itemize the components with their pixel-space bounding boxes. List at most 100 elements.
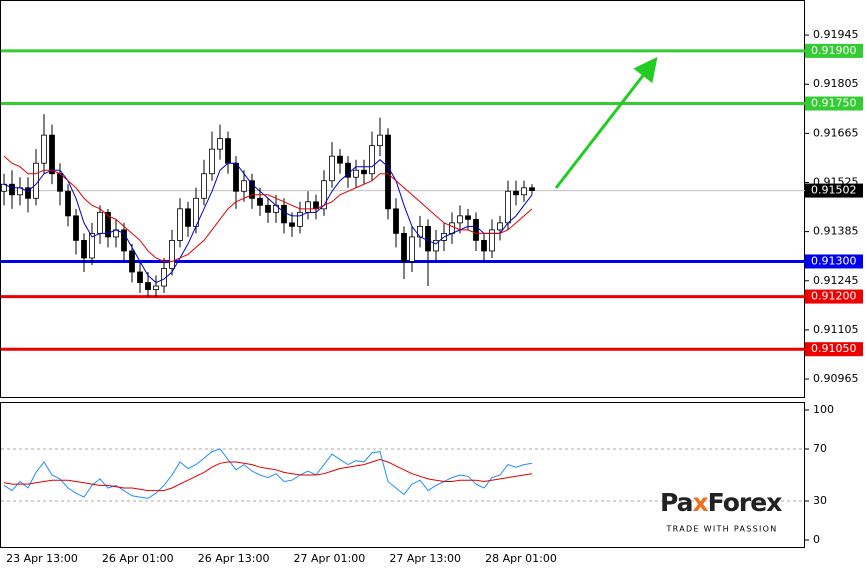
candle-body	[233, 162, 239, 192]
candle-body	[177, 208, 183, 241]
logo-part: Forex	[708, 488, 783, 517]
y-tick-label: 0.91105	[813, 323, 859, 336]
rsi-tick-label: 30	[813, 494, 827, 507]
candle-body	[489, 229, 495, 252]
candle-body	[409, 236, 415, 262]
rsi-line	[3, 448, 533, 499]
x-tick-label: 27 Apr 01:00	[294, 552, 366, 565]
candle-body	[345, 162, 351, 178]
level-label: 0.91050	[811, 342, 857, 355]
logo-part: x	[693, 488, 709, 517]
candle-body	[97, 211, 103, 234]
candle-body	[465, 215, 471, 220]
level-label: 0.91300	[811, 254, 857, 267]
rsi-tick-label: 100	[813, 403, 834, 416]
rsi-tick-label: 70	[813, 442, 827, 455]
candle-body	[41, 134, 47, 164]
candle-body	[185, 208, 191, 227]
candle-body	[249, 180, 255, 199]
candle-body	[377, 134, 383, 147]
level-box	[805, 254, 863, 269]
forecast-arrow	[554, 56, 658, 189]
candle-body	[105, 211, 111, 238]
x-tick-label: 26 Apr 01:00	[102, 552, 174, 565]
candle-body	[81, 240, 87, 259]
level-label: 0.91750	[811, 97, 857, 110]
candle-body	[433, 240, 439, 252]
candle-body	[457, 215, 463, 224]
y-tick-label: 0.91945	[813, 28, 859, 41]
candle-body	[169, 240, 175, 269]
candle-body	[425, 225, 431, 252]
candle-body	[33, 162, 39, 199]
current-price-box	[805, 183, 863, 198]
rsi-line	[3, 458, 533, 492]
level-box	[805, 96, 863, 111]
level-box	[805, 289, 863, 304]
candle-body	[321, 180, 327, 210]
candle-body	[73, 215, 79, 241]
candle-body	[505, 190, 511, 224]
x-tick-label: 27 Apr 13:00	[389, 552, 461, 565]
candle-body	[241, 180, 247, 192]
rsi-tick-label: 0	[813, 533, 820, 546]
candle-body	[209, 148, 215, 175]
candle-body	[481, 240, 487, 252]
y-tick-label: 0.91665	[813, 126, 859, 139]
logo-tagline: TRADE WITH PASSION	[665, 525, 777, 534]
level-label: 0.91200	[811, 290, 857, 303]
candle-body	[329, 155, 335, 182]
candle-body	[89, 232, 95, 259]
y-tick-label: 0.90965	[813, 372, 859, 385]
x-tick-label: 28 Apr 01:00	[485, 552, 557, 565]
current-price-label: 0.91502	[811, 184, 857, 197]
candle-body	[289, 222, 295, 227]
candle-body	[57, 173, 63, 192]
y-tick-label: 0.91805	[813, 77, 859, 90]
candle-body	[65, 190, 71, 217]
candle-body	[145, 282, 151, 290]
candle-body	[393, 208, 399, 234]
x-tick-label: 23 Apr 13:00	[6, 552, 78, 565]
candle-body	[129, 250, 135, 273]
logo: PaxForex TRADE WITH PASSION	[660, 488, 783, 534]
candle-body	[473, 218, 479, 241]
candle-body	[137, 271, 143, 283]
candle-body	[281, 204, 287, 224]
level-box	[805, 43, 863, 58]
candle-body	[201, 173, 207, 199]
candle-body	[521, 187, 527, 196]
candle-body	[497, 222, 503, 231]
candle-body	[305, 201, 311, 213]
level-label: 0.91900	[811, 44, 857, 57]
level-box	[805, 342, 863, 357]
candle-body	[25, 187, 31, 199]
svg-text:PaxForex: PaxForex	[660, 488, 782, 517]
candle-body	[153, 285, 159, 290]
y-tick-label: 0.91385	[813, 225, 859, 238]
candle-body	[401, 232, 407, 262]
y-tick-label: 0.91245	[813, 274, 859, 287]
x-tick-label: 26 Apr 13:00	[198, 552, 270, 565]
candle-body	[353, 169, 359, 178]
main-panel	[0, 0, 805, 398]
logo-part: Pa	[660, 488, 693, 517]
candle-body	[337, 155, 343, 164]
candle-body	[449, 222, 455, 234]
candle-body	[513, 190, 519, 196]
candle-body	[361, 169, 367, 175]
candle-body	[297, 211, 303, 227]
candle-body	[121, 229, 127, 252]
candle-body	[49, 134, 55, 175]
plot-layer: 0.919450.918050.916650.915250.913850.912…	[1, 28, 863, 565]
candle-body	[217, 138, 223, 150]
candle-body	[9, 183, 15, 196]
candle-body	[385, 134, 391, 210]
candle-body	[225, 138, 231, 164]
candle-body	[257, 197, 263, 206]
moving-average	[3, 159, 533, 284]
moving-average	[3, 155, 533, 262]
candle-body	[369, 145, 375, 175]
